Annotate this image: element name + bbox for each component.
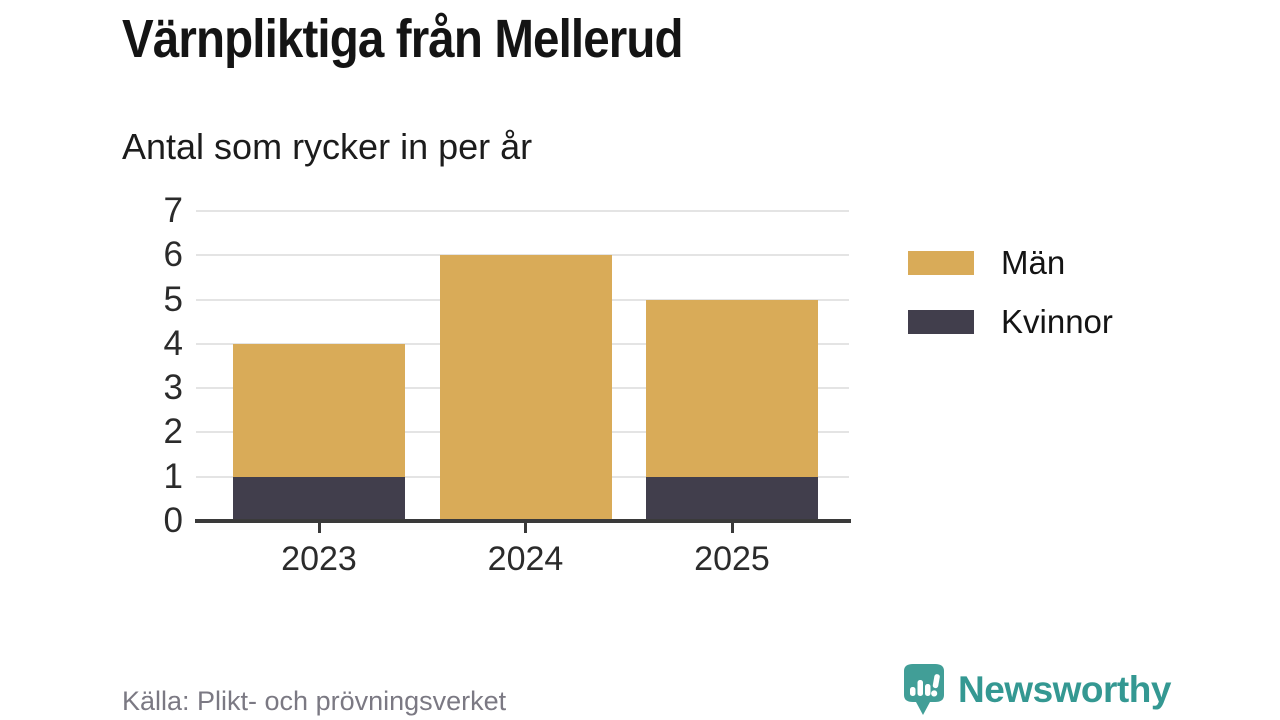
y-tick-label: 2 (163, 412, 183, 452)
y-tick-label: 1 (163, 456, 183, 496)
y-tick-label: 7 (163, 191, 183, 230)
legend-swatch-män (908, 251, 974, 275)
x-tick-label: 2024 (487, 540, 564, 578)
y-tick-label: 3 (163, 368, 183, 408)
y-tick-label: 4 (163, 323, 183, 363)
newsworthy-logo: Newsworthy (897, 662, 1171, 718)
bar-segment-2024-män (439, 255, 612, 521)
bar-segment-2025-kvinnor (646, 476, 818, 521)
legend: Män Kvinnor (908, 244, 1113, 362)
y-tick-label: 6 (163, 235, 183, 275)
y-tick-label: 5 (163, 279, 183, 319)
x-axis-tick (730, 523, 734, 533)
newsworthy-logo-text: Newsworthy (958, 669, 1171, 710)
newsworthy-logo-icon (904, 664, 944, 715)
chart-subtitle: Antal som rycker in per år (122, 126, 533, 167)
bar-segment-2025-män (646, 299, 818, 477)
y-tick-label: 0 (163, 501, 183, 540)
gridline (196, 210, 849, 212)
chart-title: Värnpliktiga från Mellerud (122, 9, 684, 69)
x-axis-tick (317, 523, 321, 533)
source-note: Källa: Plikt- och prövningsverket (122, 686, 507, 716)
plot-area (196, 210, 849, 521)
legend-label: Män (1001, 244, 1066, 281)
legend-item-kvinnor: Kvinnor (908, 303, 1113, 341)
x-axis-tick (524, 523, 527, 533)
bar-segment-2023-kvinnor (233, 476, 405, 521)
x-tick-label: 2025 (694, 540, 770, 578)
bar-segment-2023-män (233, 343, 405, 477)
legend-label: Kvinnor (1001, 303, 1113, 340)
legend-swatch-kvinnor (908, 310, 974, 334)
legend-item-män: Män (908, 244, 1113, 282)
x-tick-label: 2023 (281, 540, 357, 578)
x-axis-line (195, 519, 851, 523)
